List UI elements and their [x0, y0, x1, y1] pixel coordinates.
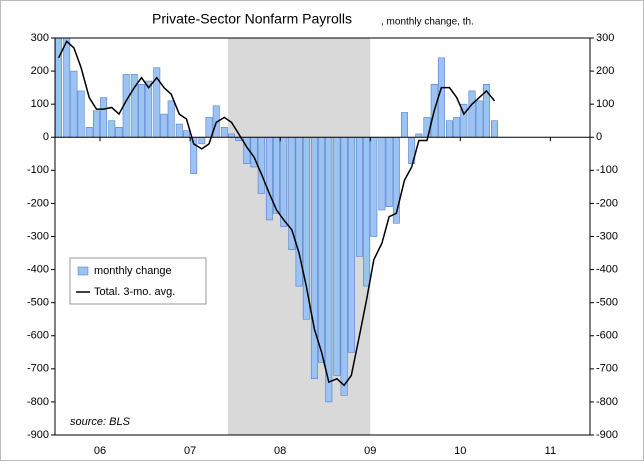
- bar: [63, 37, 71, 138]
- bar: [340, 137, 348, 396]
- bar: [302, 137, 310, 320]
- bar: [115, 127, 123, 138]
- bar: [257, 137, 265, 194]
- y-tick-label: 0: [43, 131, 49, 143]
- bar: [318, 137, 326, 363]
- y-tick-label: -600: [27, 330, 49, 342]
- bar: [325, 137, 333, 403]
- bar: [175, 123, 183, 138]
- bar: [310, 137, 318, 380]
- bar: [347, 137, 355, 353]
- y2-tick-label: -800: [596, 396, 618, 408]
- y2-tick-label: -300: [596, 230, 618, 242]
- y2-tick-label: -600: [596, 330, 618, 342]
- y2-tick-label: 200: [596, 65, 614, 77]
- bar: [77, 90, 85, 138]
- y2-tick-label: -700: [596, 363, 618, 375]
- bar: [363, 137, 371, 287]
- y2-tick-label: 300: [596, 32, 614, 44]
- y2-tick-label: 0: [596, 131, 602, 143]
- source-note: source: BLS: [70, 416, 131, 428]
- y-tick-label: -500: [27, 297, 49, 309]
- y-tick-label: 100: [31, 98, 49, 110]
- chart-title: Private-Sector Nonfarm Payrolls: [152, 11, 352, 27]
- bar: [468, 90, 476, 138]
- y2-tick-label: -400: [596, 263, 618, 275]
- bar: [100, 97, 108, 138]
- legend-label: Total. 3-mo. avg.: [94, 286, 175, 298]
- bar: [401, 112, 408, 138]
- bar: [138, 84, 145, 138]
- bar: [385, 137, 393, 207]
- bar: [288, 137, 296, 250]
- y-tick-label: 200: [31, 65, 49, 77]
- x-tick-label: 10: [454, 445, 466, 457]
- y-tick-label: -700: [27, 363, 49, 375]
- legend-box: [69, 257, 207, 305]
- bar: [370, 137, 378, 237]
- y-tick-label: -900: [27, 429, 49, 441]
- x-tick-label: 07: [184, 445, 196, 457]
- x-tick-label: 08: [274, 445, 286, 457]
- line: [57, 40, 496, 387]
- bar: [333, 137, 341, 376]
- y2-tick-label: -500: [596, 297, 618, 309]
- y-tick-label: -100: [27, 164, 49, 176]
- y-tick-label: -200: [27, 197, 49, 209]
- y2-tick-label: -200: [596, 197, 618, 209]
- x-tick-label: 09: [364, 445, 376, 457]
- x-tick-label: 11: [545, 445, 556, 457]
- bar: [183, 130, 190, 138]
- y2-tick-label: -100: [596, 164, 618, 176]
- y-tick-label: -400: [27, 263, 49, 275]
- bar: [85, 127, 93, 138]
- y2-tick-label: 100: [596, 98, 614, 110]
- y-tick-label: -300: [27, 230, 49, 242]
- bar: [70, 70, 78, 138]
- bar: [198, 137, 206, 145]
- bar: [273, 137, 281, 214]
- x-tick-label: 06: [94, 445, 106, 457]
- bar: [280, 137, 288, 227]
- bar: [220, 127, 228, 138]
- bar: [160, 113, 168, 138]
- legend-swatch: [77, 266, 89, 276]
- bar: [145, 80, 153, 138]
- bar: [475, 100, 483, 138]
- y-tick-label: -800: [27, 396, 49, 408]
- bar: [378, 137, 386, 211]
- chart-subtitle: , monthly change, th.: [381, 17, 474, 28]
- bar: [446, 120, 453, 138]
- bar: [205, 117, 213, 138]
- bar: [355, 137, 363, 257]
- y-tick-label: 300: [31, 32, 49, 44]
- bar: [167, 100, 175, 138]
- bar: [108, 120, 116, 138]
- bar: [265, 137, 273, 221]
- bar: [453, 117, 461, 138]
- y2-tick-label: -900: [596, 429, 618, 441]
- bar: [437, 57, 445, 138]
- legend-label: monthly change: [94, 265, 172, 277]
- bar: [92, 110, 100, 138]
- bar: [491, 120, 498, 138]
